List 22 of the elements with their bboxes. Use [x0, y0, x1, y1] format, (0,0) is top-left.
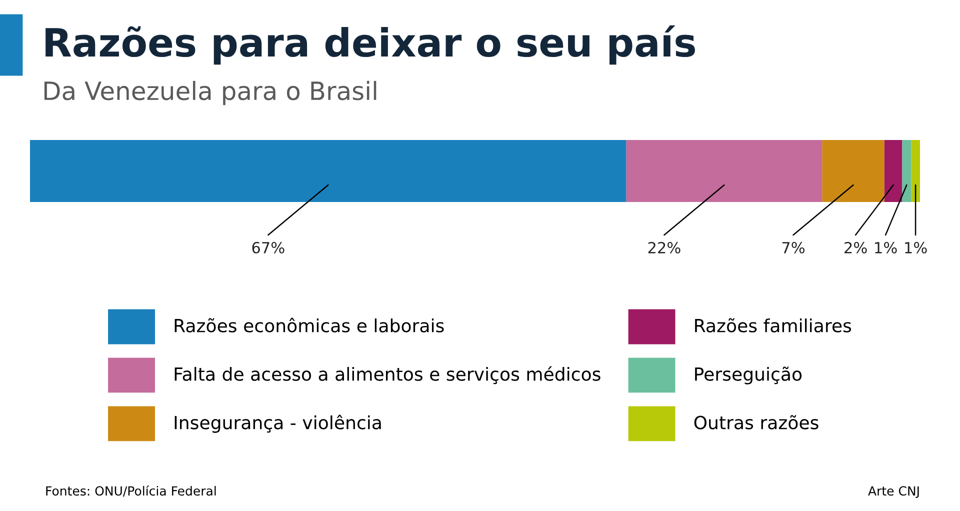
legend-label: Razões familiares — [695, 318, 852, 332]
data-label: 2% — [844, 242, 867, 254]
bar — [911, 140, 920, 202]
data-label: 67% — [252, 242, 284, 254]
legend-label: Outras razões — [694, 415, 818, 430]
data-label: 22% — [648, 242, 680, 254]
legend-label: Perseguição — [695, 366, 802, 384]
data-label: 1% — [905, 242, 927, 254]
bar — [30, 140, 626, 202]
data-label: 1% — [875, 242, 897, 254]
chart-title: Razões para deixar o seu país — [46, 25, 695, 65]
text: Fontes: ONU/Polícia Federal — [46, 485, 216, 497]
bar — [626, 140, 822, 202]
data-label: 7% — [782, 242, 805, 254]
bar — [822, 140, 884, 202]
bar — [884, 140, 902, 202]
text: Arte CNJ — [868, 486, 919, 498]
legend-label: Razões econômicas e laborais — [174, 318, 444, 332]
chart-subtitle: Da Venezuela para o Brasil — [44, 80, 376, 106]
legend-label: Falta de acesso a alimentos e serviços médicos — [174, 366, 600, 384]
legend-label: Insegurança - violência — [174, 414, 381, 433]
bar — [902, 140, 912, 202]
